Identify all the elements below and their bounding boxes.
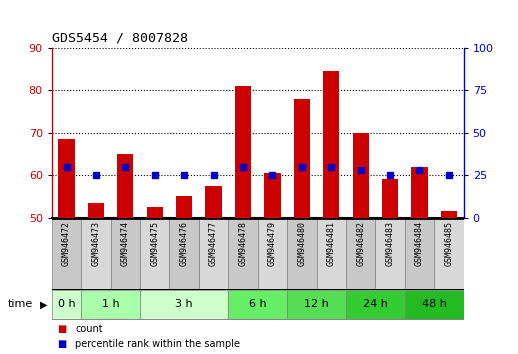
Text: GSM946474: GSM946474 — [121, 221, 130, 266]
Text: count: count — [75, 324, 103, 335]
Bar — [88, 203, 104, 218]
Text: GSM946473: GSM946473 — [91, 221, 100, 266]
Text: 0 h: 0 h — [57, 299, 75, 309]
Bar — [405, 218, 434, 289]
Text: 24 h: 24 h — [363, 299, 388, 309]
Bar — [323, 71, 339, 218]
Text: 6 h: 6 h — [249, 299, 267, 309]
Text: 3 h: 3 h — [176, 299, 193, 309]
Bar — [147, 207, 163, 218]
Bar — [294, 99, 310, 218]
Text: 12 h: 12 h — [304, 299, 329, 309]
Bar — [206, 186, 222, 218]
Text: GSM946484: GSM946484 — [415, 221, 424, 266]
Bar — [81, 290, 140, 319]
Bar — [434, 218, 464, 289]
Bar — [316, 218, 346, 289]
Bar — [346, 218, 376, 289]
Bar — [235, 86, 251, 218]
Bar — [117, 154, 134, 218]
Text: GSM946479: GSM946479 — [268, 221, 277, 266]
Bar — [140, 218, 169, 289]
Text: ▶: ▶ — [40, 299, 48, 309]
Bar — [59, 139, 75, 218]
Bar — [405, 290, 464, 319]
Bar — [353, 133, 369, 218]
Text: ■: ■ — [57, 339, 66, 349]
Text: GDS5454 / 8007828: GDS5454 / 8007828 — [52, 31, 188, 44]
Text: GSM946482: GSM946482 — [356, 221, 365, 266]
Bar — [287, 290, 346, 319]
Text: percentile rank within the sample: percentile rank within the sample — [75, 339, 240, 349]
Bar — [81, 218, 111, 289]
Bar — [411, 167, 427, 218]
Text: 48 h: 48 h — [422, 299, 447, 309]
Bar — [228, 290, 287, 319]
Bar — [228, 218, 258, 289]
Text: GSM946477: GSM946477 — [209, 221, 218, 266]
Text: 1 h: 1 h — [102, 299, 120, 309]
Text: GSM946481: GSM946481 — [327, 221, 336, 266]
Bar — [264, 173, 281, 218]
Bar — [346, 290, 405, 319]
Text: GSM946483: GSM946483 — [385, 221, 395, 266]
Bar — [52, 290, 81, 319]
Bar — [140, 290, 228, 319]
Text: GSM946475: GSM946475 — [150, 221, 159, 266]
Text: time: time — [8, 299, 33, 309]
Bar — [287, 218, 316, 289]
Bar — [376, 218, 405, 289]
Bar — [382, 179, 398, 218]
Bar — [176, 196, 192, 218]
Text: GSM946485: GSM946485 — [444, 221, 453, 266]
Text: GSM946480: GSM946480 — [297, 221, 306, 266]
Bar — [441, 211, 457, 218]
Text: GSM946472: GSM946472 — [62, 221, 71, 266]
Bar — [258, 218, 287, 289]
Bar — [52, 218, 81, 289]
Bar — [111, 218, 140, 289]
Text: GSM946476: GSM946476 — [180, 221, 189, 266]
Bar — [169, 218, 199, 289]
Bar — [199, 218, 228, 289]
Text: GSM946478: GSM946478 — [238, 221, 248, 266]
Text: ■: ■ — [57, 324, 66, 335]
